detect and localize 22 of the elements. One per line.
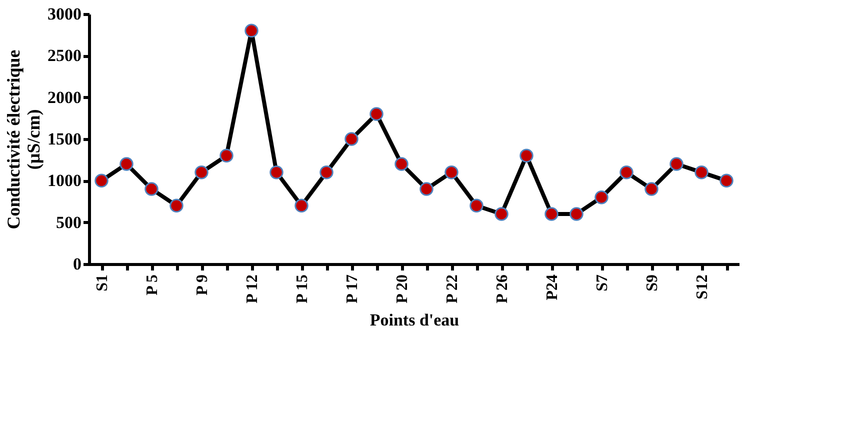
y-tick-label: 2000 (48, 88, 82, 107)
y-tick-label: 2500 (48, 46, 82, 66)
y-tick-label: 3000 (48, 4, 82, 24)
y-tick-label: 500 (56, 212, 82, 232)
x-tick-label: S12 (694, 274, 711, 300)
x-tick-label: P 15 (294, 274, 311, 304)
x-tick-label: P 26 (494, 274, 511, 304)
x-tick-label: S7 (594, 274, 611, 292)
x-tick-label: P 22 (444, 274, 461, 304)
x-tick-label: P 20 (394, 274, 411, 304)
y-tick-label: 0 (73, 254, 82, 274)
y-tick-label: 1000 (48, 171, 82, 190)
x-tick-label: P 9 (194, 274, 211, 296)
x-tick-label: P24 (544, 274, 561, 300)
x-tick-label: P 12 (244, 274, 261, 304)
y-tick-label: 1500 (48, 130, 82, 148)
x-tick-label: S1 (94, 274, 111, 292)
x-tick-label: P 17 (344, 274, 361, 304)
x-axis-title: Points d'eau (370, 310, 460, 330)
y-axis-title: Conductivité électrique (µS/cm) (4, 50, 44, 230)
x-tick-label: P 5 (144, 274, 161, 296)
x-tick-label: S9 (644, 274, 661, 292)
